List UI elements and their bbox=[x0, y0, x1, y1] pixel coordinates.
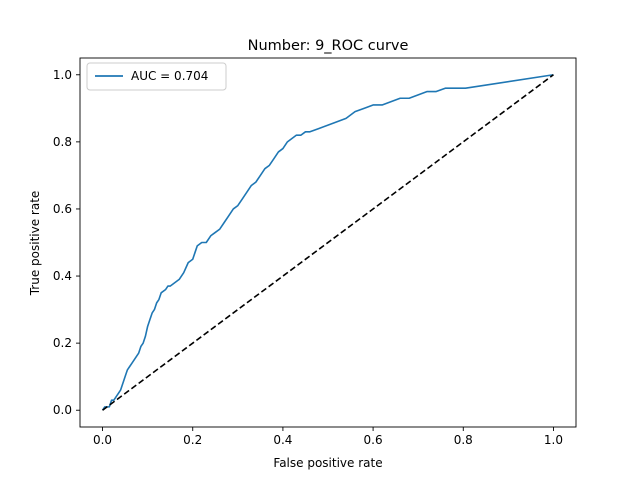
y-tick-label: 0.4 bbox=[53, 269, 72, 283]
x-tick-label: 0.2 bbox=[183, 433, 202, 447]
y-tick-label: 0.8 bbox=[53, 135, 72, 149]
legend: AUC = 0.704 bbox=[86, 62, 227, 91]
diagonal-reference-line bbox=[102, 74, 554, 411]
x-tick-label: 0.4 bbox=[273, 433, 292, 447]
legend-entry-label: AUC = 0.704 bbox=[131, 69, 208, 83]
y-tick-label: 0.0 bbox=[53, 403, 72, 417]
y-axis-ticks: 0.0 0.2 0.4 0.6 0.8 1.0 bbox=[53, 68, 80, 417]
plot-area bbox=[79, 57, 577, 428]
x-axis-ticks: 0.0 0.2 0.4 0.6 0.8 1.0 bbox=[93, 427, 563, 447]
x-tick-label: 0.8 bbox=[454, 433, 473, 447]
roc-curve-line bbox=[101, 73, 554, 411]
x-axis-label: False positive rate bbox=[273, 456, 382, 470]
y-tick-label: 0.6 bbox=[53, 202, 72, 216]
x-tick-label: 1.0 bbox=[544, 433, 563, 447]
chart-title: Number: 9_ROC curve bbox=[248, 38, 409, 54]
x-tick-label: 0.6 bbox=[364, 433, 383, 447]
y-tick-label: 0.2 bbox=[53, 336, 72, 350]
y-tick-label: 1.0 bbox=[53, 68, 72, 82]
x-tick-label: 0.0 bbox=[93, 433, 112, 447]
y-axis-label: True positive rate bbox=[28, 191, 42, 297]
axes-frame bbox=[79, 57, 577, 428]
legend-frame bbox=[86, 62, 227, 91]
